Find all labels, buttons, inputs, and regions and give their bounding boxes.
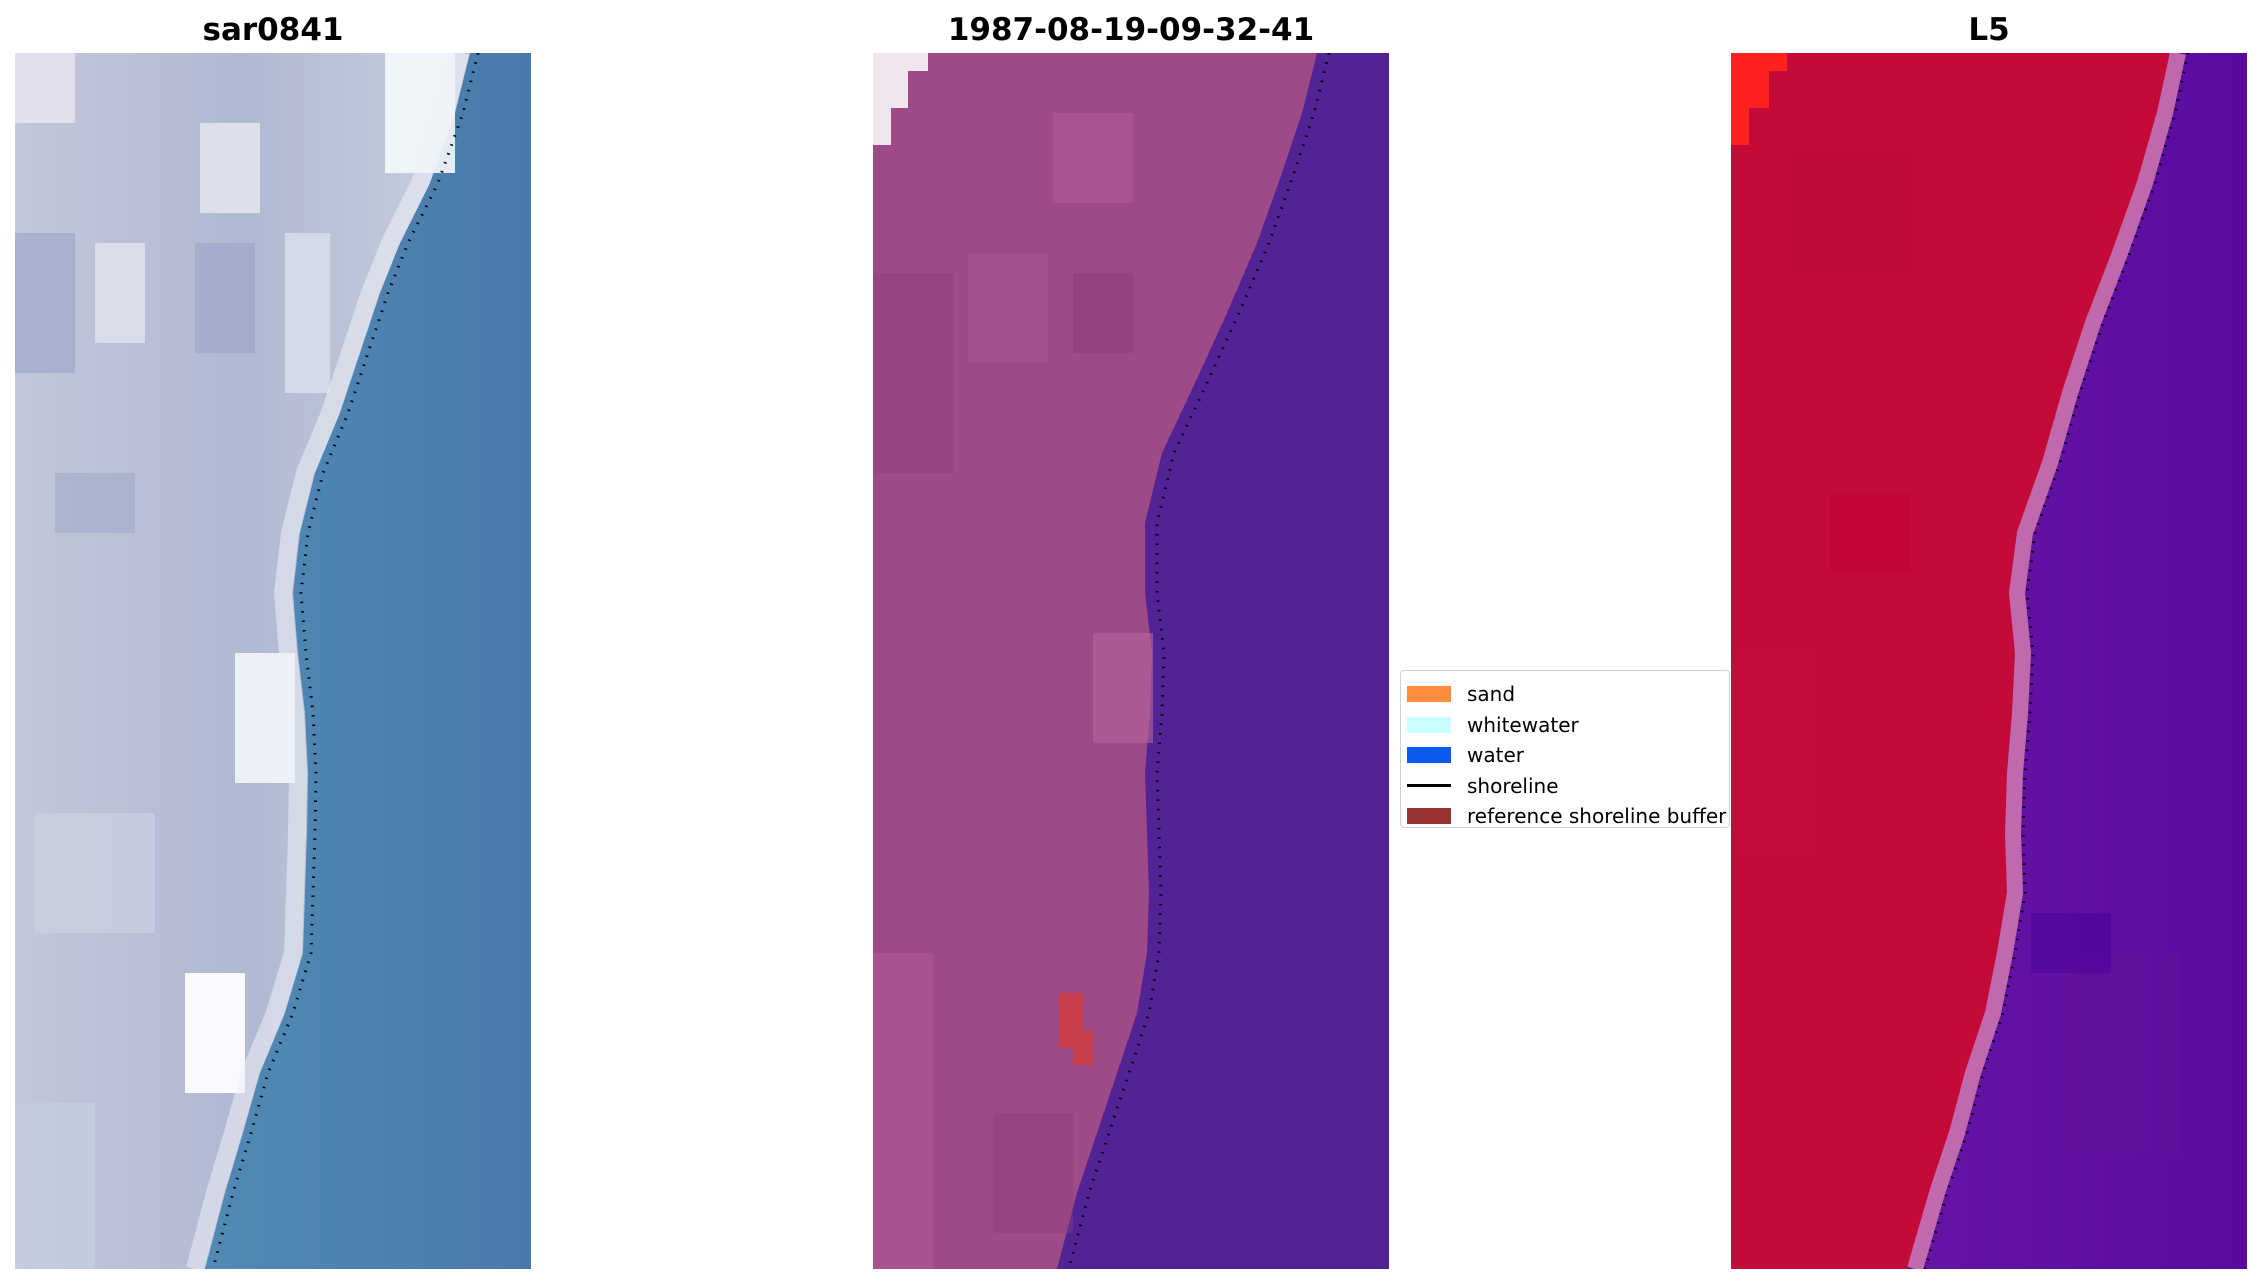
legend-item-water: water bbox=[1407, 740, 1729, 771]
shoreline-trace bbox=[1067, 53, 1331, 1269]
panel-title-sensor: L5 bbox=[1968, 12, 2010, 48]
false-color-image-panel bbox=[1731, 53, 2247, 1269]
legend-label-shoreline: shoreline bbox=[1467, 773, 1559, 798]
rgb-image-panel bbox=[15, 53, 531, 1269]
legend-label-buffer: reference shoreline buffer bbox=[1467, 804, 1727, 828]
legend-item-whitewater: whitewater bbox=[1407, 710, 1729, 741]
rgb-image bbox=[15, 53, 531, 1269]
panel-title-rgb: sar0841 bbox=[202, 12, 344, 48]
legend-item-sand: sand bbox=[1407, 679, 1729, 710]
legend-label-whitewater: whitewater bbox=[1467, 712, 1579, 737]
legend: sand whitewater water shoreline referenc… bbox=[1400, 670, 1730, 828]
legend-item-buffer: reference shoreline buffer bbox=[1407, 801, 1729, 828]
legend-swatch-shoreline bbox=[1407, 784, 1451, 788]
classified-image-panel bbox=[873, 53, 1389, 1269]
panel-title-date: 1987-08-19-09-32-41 bbox=[947, 12, 1315, 48]
buffer-patch bbox=[1059, 993, 1093, 1065]
legend-label-water: water bbox=[1467, 743, 1524, 768]
legend-swatch-water bbox=[1407, 747, 1451, 764]
legend-swatch-buffer bbox=[1407, 808, 1451, 825]
legend-item-shoreline: shoreline bbox=[1407, 771, 1729, 802]
classified-image bbox=[873, 53, 1389, 1269]
legend-swatch-sand bbox=[1407, 686, 1451, 703]
false-color-image bbox=[1731, 53, 2247, 1269]
legend-label-sand: sand bbox=[1467, 682, 1516, 707]
legend-swatch-whitewater bbox=[1407, 716, 1451, 733]
